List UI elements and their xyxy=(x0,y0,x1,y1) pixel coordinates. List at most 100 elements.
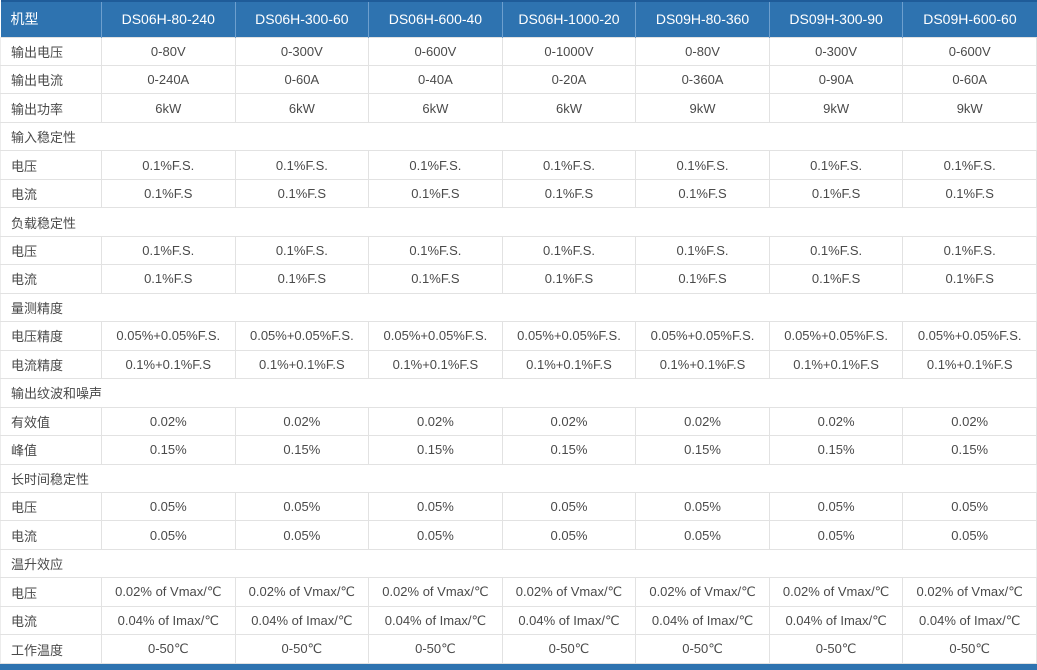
value-cell: 0.1%+0.1%F.S xyxy=(368,349,503,380)
section-row: 负载稳定性 xyxy=(0,207,1037,237)
value-cell: 0.05% xyxy=(635,491,770,522)
value-cell: 0-300V xyxy=(768,36,904,66)
value-cell: 0.1%F.S. xyxy=(101,235,236,266)
value-cell: 0.04% of Imax/℃ xyxy=(635,605,770,636)
model-header-cell: DS06H-600-40 xyxy=(368,0,503,37)
row-label: 电流 xyxy=(0,520,102,550)
row-label: 电流 xyxy=(0,605,102,636)
table-row: 电压 0.1%F.S. 0.1%F.S. 0.1%F.S. 0.1%F.S. 0.1%F.… xyxy=(0,150,1037,180)
table-row: 电压 0.02% of Vmax/℃ 0.02% of Vmax/℃ 0.02% of… xyxy=(0,577,1037,607)
value-cell: 0-50℃ xyxy=(368,634,503,664)
section-title: 长时间稳定性 xyxy=(0,463,1037,494)
value-cell: 0.04% of Imax/℃ xyxy=(768,605,904,636)
value-cell: 0-50℃ xyxy=(234,634,370,664)
table-row: 电压 0.1%F.S. 0.1%F.S. 0.1%F.S. 0.1%F.S. 0.1%F.… xyxy=(0,235,1037,266)
value-cell: 0.1%F.S. xyxy=(368,235,503,266)
value-cell: 0-360A xyxy=(635,64,770,95)
value-cell: 0.1%F.S xyxy=(902,264,1037,294)
row-label: 工作温度 xyxy=(0,634,102,664)
table-row: 输出功率 6kW 6kW 6kW 6kW 9kW 9kW 9kW xyxy=(0,93,1037,123)
value-cell: 0.1%F.S. xyxy=(501,235,637,266)
section-title: 温升效应 xyxy=(0,548,1037,579)
value-cell: 0.02% xyxy=(101,406,236,437)
value-cell: 0.1%F.S. xyxy=(368,150,503,180)
value-cell: 0.1%F.S xyxy=(101,264,236,294)
value-cell: 0.1%F.S. xyxy=(234,150,370,180)
model-header-cell: DS09H-80-360 xyxy=(635,0,770,37)
value-cell: 6kW xyxy=(501,93,637,123)
table-bottom-bar xyxy=(0,664,1037,670)
value-cell: 0.05% xyxy=(234,520,370,550)
value-cell: 0.05%+0.05%F.S. xyxy=(902,321,1037,351)
value-cell: 0.05%+0.05%F.S. xyxy=(635,321,770,351)
value-cell: 0.04% of Imax/℃ xyxy=(234,605,370,636)
value-cell: 0.02% of Vmax/℃ xyxy=(902,577,1037,607)
value-cell: 0.1%F.S. xyxy=(902,150,1037,180)
value-cell: 0.15% xyxy=(101,435,236,465)
value-cell: 0.05% xyxy=(768,520,904,550)
value-cell: 0-40A xyxy=(368,64,503,95)
value-cell: 0.1%F.S xyxy=(501,264,637,294)
table-row: 电压精度 0.05%+0.05%F.S. 0.05%+0.05%F.S. 0.05%+… xyxy=(0,321,1037,351)
model-header-cell: DS06H-80-240 xyxy=(101,0,236,37)
model-header-cell: DS09H-600-60 xyxy=(902,0,1037,37)
value-cell: 9kW xyxy=(768,93,904,123)
value-cell: 6kW xyxy=(368,93,503,123)
value-cell: 0-600V xyxy=(902,36,1037,66)
value-cell: 6kW xyxy=(101,93,236,123)
value-cell: 6kW xyxy=(234,93,370,123)
value-cell: 0.02% xyxy=(501,406,637,437)
value-cell: 0.05% xyxy=(501,491,637,522)
row-label: 峰值 xyxy=(0,435,102,465)
value-cell: 0-80V xyxy=(635,36,770,66)
value-cell: 0.05% xyxy=(501,520,637,550)
value-cell: 0-300V xyxy=(234,36,370,66)
value-cell: 0.02% xyxy=(768,406,904,437)
table-row: 输出电流 0-240A 0-60A 0-40A 0-20A 0-360A 0-90A 0-60… xyxy=(0,64,1037,95)
value-cell: 0-20A xyxy=(501,64,637,95)
value-cell: 0.1%F.S xyxy=(368,178,503,209)
value-cell: 0.1%+0.1%F.S xyxy=(101,349,236,380)
value-cell: 0.15% xyxy=(501,435,637,465)
value-cell: 0.05% xyxy=(101,520,236,550)
value-cell: 0-60A xyxy=(234,64,370,95)
value-cell: 0-80V xyxy=(101,36,236,66)
value-cell: 0.05% xyxy=(635,520,770,550)
value-cell: 0.1%+0.1%F.S xyxy=(234,349,370,380)
row-label: 输出电流 xyxy=(0,64,102,95)
table-row: 峰值 0.15% 0.15% 0.15% 0.15% 0.15% 0.15% 0.15% xyxy=(0,435,1037,465)
value-cell: 0-50℃ xyxy=(902,634,1037,664)
table-row: 电流 0.1%F.S 0.1%F.S 0.1%F.S 0.1%F.S 0.1%F.S 0.1… xyxy=(0,178,1037,209)
value-cell: 0.1%F.S xyxy=(635,264,770,294)
value-cell: 0.05%+0.05%F.S. xyxy=(368,321,503,351)
section-title: 输出纹波和噪声 xyxy=(0,378,1037,408)
value-cell: 0-1000V xyxy=(501,36,637,66)
value-cell: 0.1%+0.1%F.S xyxy=(635,349,770,380)
section-row: 输入稳定性 xyxy=(0,121,1037,152)
row-label: 输出电压 xyxy=(0,36,102,66)
table-row: 电流精度 0.1%+0.1%F.S 0.1%+0.1%F.S 0.1%+0.1%F.S… xyxy=(0,349,1037,380)
value-cell: 0.02% xyxy=(234,406,370,437)
value-cell: 0.04% of Imax/℃ xyxy=(101,605,236,636)
value-cell: 9kW xyxy=(635,93,770,123)
section-title: 输入稳定性 xyxy=(0,121,1037,152)
table-row: 电流 0.1%F.S 0.1%F.S 0.1%F.S 0.1%F.S 0.1%F.S 0.1… xyxy=(0,264,1037,294)
row-label: 输出功率 xyxy=(0,93,102,123)
value-cell: 0.15% xyxy=(635,435,770,465)
value-cell: 0.1%F.S. xyxy=(635,150,770,180)
value-cell: 0.1%F.S xyxy=(501,178,637,209)
value-cell: 0-50℃ xyxy=(101,634,236,664)
value-cell: 0.02% of Vmax/℃ xyxy=(501,577,637,607)
value-cell: 0.02% xyxy=(635,406,770,437)
model-header-cell: DS09H-300-90 xyxy=(768,0,903,37)
section-title: 负载稳定性 xyxy=(0,207,1037,237)
value-cell: 0.1%F.S xyxy=(768,264,904,294)
value-cell: 0-50℃ xyxy=(768,634,904,664)
value-cell: 0.1%F.S xyxy=(768,178,904,209)
table-row: 电流 0.05% 0.05% 0.05% 0.05% 0.05% 0.05% 0.05% xyxy=(0,520,1037,550)
value-cell: 0.1%F.S xyxy=(368,264,503,294)
value-cell: 0-50℃ xyxy=(501,634,637,664)
value-cell: 0.04% of Imax/℃ xyxy=(902,605,1037,636)
